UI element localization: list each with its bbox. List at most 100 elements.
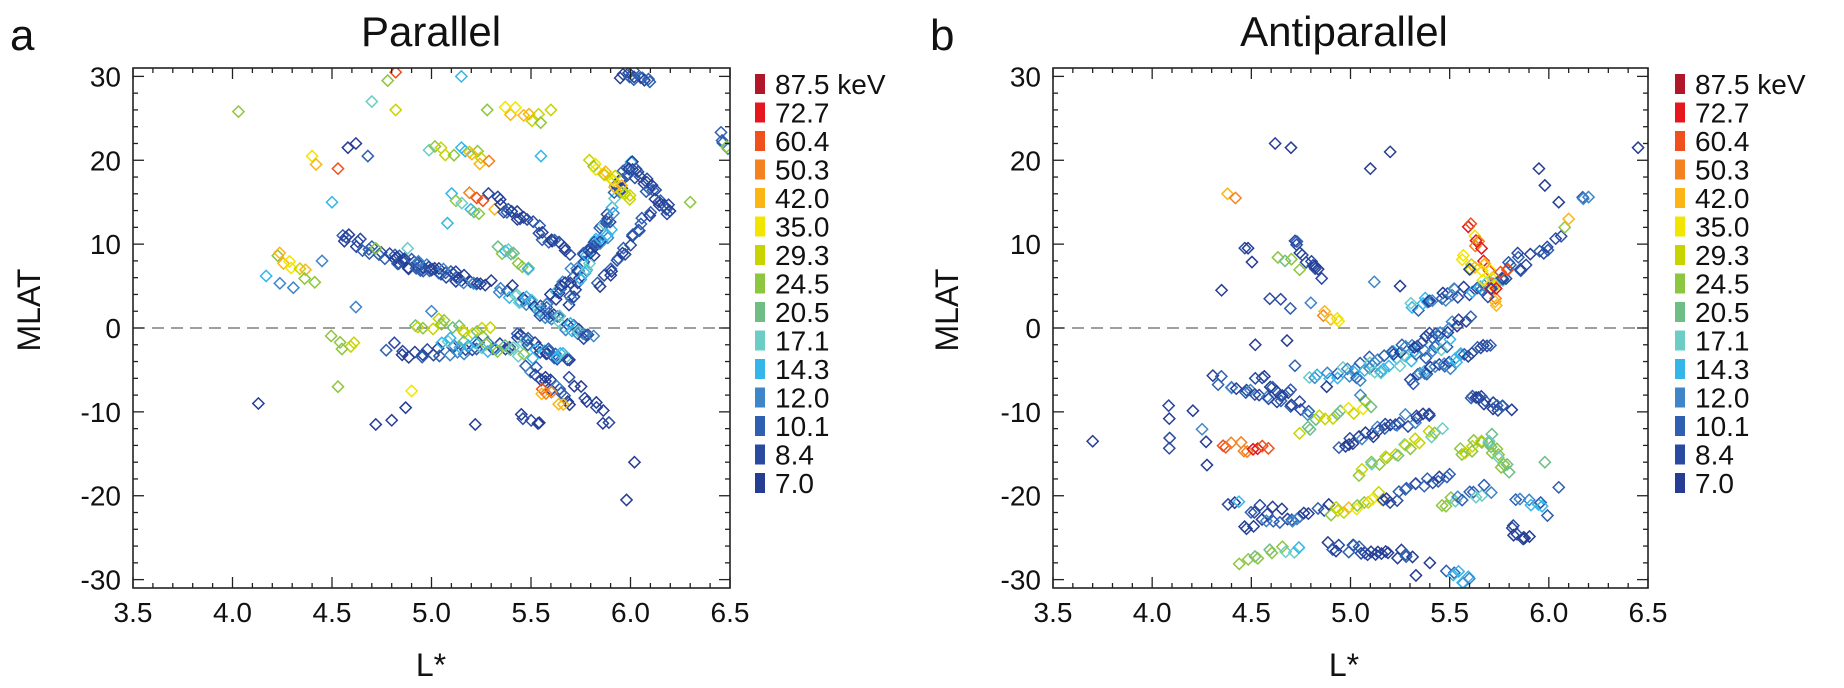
data-point	[1376, 493, 1390, 507]
data-point	[1245, 255, 1259, 269]
data-point	[607, 191, 622, 206]
data-point	[1358, 393, 1372, 408]
data-point	[623, 238, 638, 252]
data-point	[516, 412, 530, 426]
data-point	[443, 331, 457, 345]
data-point	[1385, 345, 1399, 359]
data-point	[447, 148, 461, 162]
data-point	[1463, 485, 1477, 499]
data-point	[580, 394, 594, 409]
data-point	[532, 218, 547, 233]
data-point	[437, 313, 451, 328]
legend-label: 10.1	[1695, 411, 1750, 442]
data-point	[1279, 545, 1293, 559]
data-point	[1342, 369, 1357, 383]
legend-swatch	[755, 216, 765, 237]
data-point	[1278, 254, 1292, 268]
data-point	[645, 178, 659, 192]
data-point	[1350, 498, 1364, 513]
data-point	[1461, 220, 1475, 234]
data-point	[461, 339, 476, 353]
data-point	[476, 194, 490, 208]
data-point	[634, 217, 648, 231]
data-point	[1232, 557, 1246, 571]
data-point	[347, 336, 361, 350]
data-point	[1522, 493, 1536, 507]
data-markers	[231, 68, 730, 507]
data-point	[1522, 529, 1537, 544]
data-point	[1324, 312, 1338, 327]
data-point	[1252, 388, 1266, 402]
data-point	[1391, 448, 1405, 463]
data-point	[473, 277, 488, 291]
data-point	[1462, 262, 1477, 276]
data-point	[578, 266, 592, 280]
data-point	[557, 389, 572, 403]
data-point	[400, 241, 415, 255]
data-point	[1337, 505, 1351, 520]
data-point	[1378, 417, 1392, 431]
data-point	[506, 340, 520, 355]
data-point	[1302, 404, 1316, 418]
data-point	[282, 254, 297, 269]
data-point	[482, 154, 496, 168]
data-point	[523, 294, 538, 309]
legend-swatch	[1675, 387, 1685, 408]
y-tick-label: -30	[1001, 565, 1041, 596]
legend-swatch	[1675, 245, 1685, 265]
data-point	[456, 276, 471, 290]
legend-label: 60.4	[775, 126, 830, 157]
data-point	[1228, 191, 1243, 205]
data-point	[1214, 369, 1228, 384]
legend-label: 24.5	[1695, 269, 1750, 300]
data-point	[1446, 568, 1460, 582]
data-point	[1239, 522, 1254, 536]
data-point	[434, 317, 449, 331]
data-point	[1451, 313, 1466, 327]
data-point	[1548, 231, 1563, 246]
x-tick-label: 4.0	[1133, 597, 1172, 628]
data-point	[1238, 241, 1252, 255]
data-point	[305, 149, 319, 163]
data-point	[404, 384, 419, 398]
data-point	[589, 162, 603, 177]
data-point	[472, 207, 486, 221]
data-point	[416, 321, 430, 335]
data-point	[1513, 492, 1527, 506]
data-point	[597, 217, 611, 231]
data-point	[1299, 255, 1313, 269]
y-tick-label: -20	[1001, 481, 1041, 512]
data-point	[1485, 427, 1499, 441]
data-point	[231, 104, 246, 119]
data-point	[1442, 467, 1457, 481]
data-point	[526, 351, 540, 365]
data-point	[353, 232, 367, 246]
data-point	[1248, 387, 1262, 402]
data-point	[1458, 446, 1472, 460]
data-point	[454, 69, 469, 84]
data-point	[1250, 442, 1265, 456]
data-markers	[1086, 136, 1645, 588]
data-point	[1290, 512, 1304, 526]
data-point	[1232, 495, 1246, 509]
x-tick-label: 4.5	[1232, 597, 1271, 628]
data-point	[1367, 275, 1381, 289]
legend-label: 50.3	[1695, 155, 1750, 186]
data-point	[623, 188, 637, 203]
y-axis-label: MLAT	[11, 269, 47, 352]
data-point	[1510, 527, 1524, 541]
data-point	[520, 333, 534, 348]
data-point	[465, 147, 479, 161]
data-point	[413, 259, 427, 273]
data-point	[411, 254, 426, 269]
data-point	[1451, 564, 1466, 579]
data-point	[1491, 447, 1506, 462]
data-point	[521, 262, 535, 276]
data-point	[1383, 495, 1397, 510]
data-point	[1554, 229, 1568, 243]
data-point	[1284, 141, 1298, 155]
data-point	[1459, 314, 1473, 329]
data-point	[493, 281, 508, 295]
data-point	[1477, 478, 1491, 492]
data-point	[1422, 424, 1436, 438]
